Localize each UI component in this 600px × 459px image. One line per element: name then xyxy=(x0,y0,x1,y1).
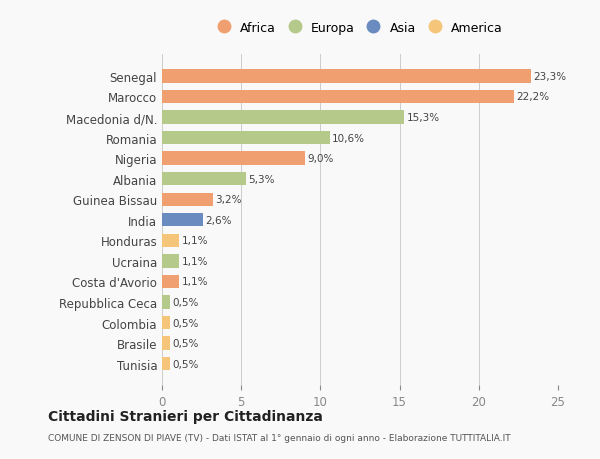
Text: 0,5%: 0,5% xyxy=(172,297,199,308)
Text: 22,2%: 22,2% xyxy=(516,92,549,102)
Text: 5,3%: 5,3% xyxy=(248,174,275,185)
Bar xyxy=(162,193,212,207)
Legend: Africa, Europa, Asia, America: Africa, Europa, Asia, America xyxy=(214,18,506,39)
Text: 2,6%: 2,6% xyxy=(206,215,232,225)
Bar xyxy=(162,111,404,124)
Text: 10,6%: 10,6% xyxy=(332,133,365,143)
Text: 1,1%: 1,1% xyxy=(182,256,208,266)
Text: 0,5%: 0,5% xyxy=(172,359,199,369)
Bar xyxy=(162,275,179,289)
Bar xyxy=(162,296,170,309)
Bar xyxy=(162,213,203,227)
Bar xyxy=(162,70,531,84)
Bar xyxy=(162,90,514,104)
Bar xyxy=(162,173,246,186)
Bar xyxy=(162,152,305,165)
Text: 0,5%: 0,5% xyxy=(172,338,199,348)
Bar xyxy=(162,132,330,145)
Text: 23,3%: 23,3% xyxy=(533,72,566,82)
Text: COMUNE DI ZENSON DI PIAVE (TV) - Dati ISTAT al 1° gennaio di ogni anno - Elabora: COMUNE DI ZENSON DI PIAVE (TV) - Dati IS… xyxy=(48,433,511,442)
Text: 0,5%: 0,5% xyxy=(172,318,199,328)
Bar xyxy=(162,255,179,268)
Text: 1,1%: 1,1% xyxy=(182,277,208,287)
Bar xyxy=(162,316,170,330)
Text: 15,3%: 15,3% xyxy=(407,113,440,123)
Text: 1,1%: 1,1% xyxy=(182,236,208,246)
Text: 9,0%: 9,0% xyxy=(307,154,334,164)
Bar xyxy=(162,337,170,350)
Bar xyxy=(162,234,179,247)
Bar xyxy=(162,357,170,370)
Text: Cittadini Stranieri per Cittadinanza: Cittadini Stranieri per Cittadinanza xyxy=(48,409,323,423)
Text: 3,2%: 3,2% xyxy=(215,195,242,205)
